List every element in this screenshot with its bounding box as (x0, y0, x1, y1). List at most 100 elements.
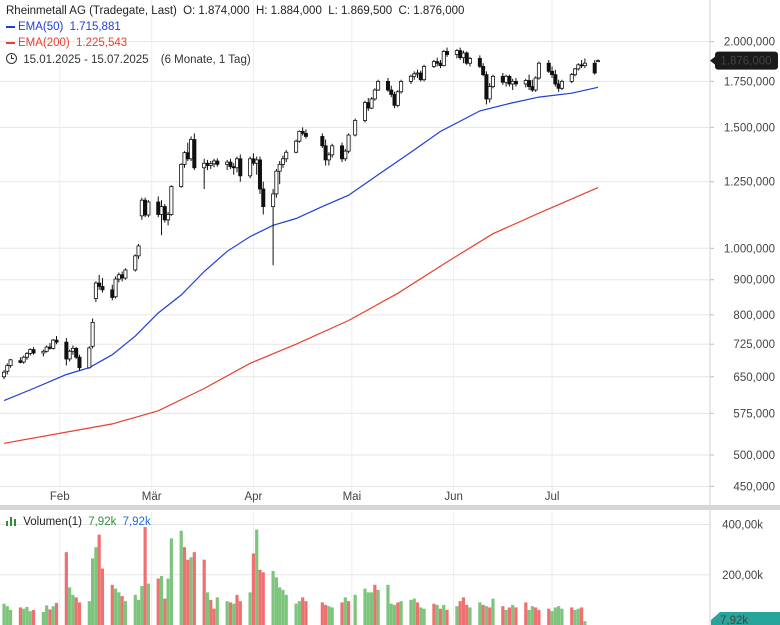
volume-bar (366, 592, 370, 625)
candle-body (556, 83, 561, 89)
price-tick-label: 450,000 (733, 481, 775, 493)
candle-body (2, 371, 7, 378)
instrument-title[interactable]: Rheinmetall AG (Tradegate, Last) (6, 5, 177, 17)
volume-bar (136, 599, 141, 625)
volume-axis[interactable]: 200,00k 400,00k (709, 510, 763, 625)
volume-bar (504, 609, 508, 625)
candle-body (320, 136, 325, 147)
legend-ema50-row[interactable]: EMA(50) 1.715,881 (6, 21, 124, 33)
candle-body (431, 61, 436, 67)
ohlc-readout: O: 1.874,000 H: 1.884,000 L: 1.869,500 C… (183, 5, 465, 17)
legend-ema200-row[interactable]: EMA(200) 1.225,543 (6, 37, 130, 49)
volume-bar (445, 609, 449, 625)
candle-body (533, 77, 538, 91)
volume-bar (140, 586, 144, 625)
volume-bar (461, 597, 466, 625)
candle-body (261, 188, 266, 208)
price-tick-label: 1.000,000 (724, 243, 775, 255)
candle-body (146, 201, 151, 216)
candle-body (461, 52, 466, 59)
volume-bar (166, 578, 170, 625)
candle-body (277, 163, 282, 172)
price-tick-label: 725,000 (733, 339, 775, 351)
candle-body (120, 274, 125, 279)
volume-bar (179, 530, 183, 625)
volume-bar (192, 552, 196, 625)
candle-body (257, 159, 262, 190)
candle-body (254, 159, 259, 164)
volume-bar (409, 599, 413, 625)
volume-bar (25, 606, 29, 625)
time-tick-label: Jul (545, 491, 560, 503)
candle-body (77, 356, 82, 369)
volume-bar (87, 601, 91, 625)
ema200-line (3, 187, 599, 444)
candle-body (70, 347, 75, 352)
candle-body (369, 98, 374, 109)
last-price-tag: 1.876,000 (710, 51, 778, 70)
candle-body (385, 80, 390, 91)
candle-body (389, 89, 394, 95)
last-price-pointer (710, 56, 715, 65)
candle-body (116, 274, 121, 280)
volume-bar (284, 594, 288, 625)
legend-volume-row: Volumen(1) 7,92k 7,92k (6, 516, 154, 528)
volume-bar (537, 609, 541, 625)
price-grid (0, 0, 710, 625)
candle-body (192, 139, 197, 169)
volume-bar (120, 596, 124, 625)
candle-body (366, 102, 371, 109)
candle-body (330, 145, 335, 156)
volume-bar (163, 598, 167, 625)
volume-bar (94, 547, 98, 625)
volume-bar (100, 568, 105, 625)
volume-bar (212, 608, 216, 625)
volume-bar (281, 589, 285, 625)
candle-body (8, 359, 13, 366)
ema200-value: 1.225,543 (75, 37, 128, 49)
price-tick-label: 650,000 (733, 372, 775, 384)
volume-bar (570, 607, 574, 625)
price-tick-label: 1.500,000 (724, 122, 775, 134)
volume-bar (330, 607, 334, 625)
volume-bar (465, 604, 469, 625)
volume-bar (294, 603, 298, 625)
pane-separator[interactable] (0, 505, 780, 510)
volume-bar (189, 557, 193, 625)
candle-body (408, 75, 413, 82)
time-axis[interactable]: Feb Mär Apr Mai Jun Jul (50, 491, 560, 503)
volume-bar (557, 606, 561, 625)
volume-bar (547, 608, 551, 625)
volume-bar (232, 603, 236, 625)
volume-bar (18, 607, 23, 625)
candle-body (87, 347, 92, 369)
candle-body (248, 158, 253, 177)
price-tick-label: 800,000 (733, 310, 775, 322)
date-range-detail: (6 Monate, 1 Tag) (160, 54, 251, 66)
candle-body (546, 62, 551, 72)
ema200-label: EMA(200) (18, 37, 70, 49)
candle-body (133, 255, 138, 271)
candle-body (280, 158, 285, 165)
candle-body (251, 158, 256, 164)
price-axis[interactable]: 450,000 500,000 575,000 650,000 725,000 800,0… (709, 0, 775, 505)
volume-bar (455, 606, 459, 625)
candle-body (169, 186, 174, 215)
volume-bar (5, 606, 9, 625)
volume-bar (297, 601, 301, 625)
legend-range-row[interactable]: 15.01.2025 - 15.07.2025 (6 Monate, 1 Tag… (6, 53, 254, 66)
candle-body (464, 52, 469, 64)
volume-bar (514, 607, 518, 625)
volume-bar (255, 529, 259, 625)
volume-bar (560, 608, 564, 625)
candle-body (392, 94, 397, 106)
volume-last-tag: 7,92k (711, 612, 780, 625)
price-tick-label: 2.000,000 (724, 37, 775, 49)
volume-bar (64, 552, 68, 625)
time-tick-label: Feb (50, 491, 70, 503)
volume-bar (530, 606, 534, 625)
candle-body (41, 350, 46, 354)
volume-bar (573, 609, 577, 625)
volume-bar (71, 594, 75, 625)
volume-bar (301, 597, 305, 625)
